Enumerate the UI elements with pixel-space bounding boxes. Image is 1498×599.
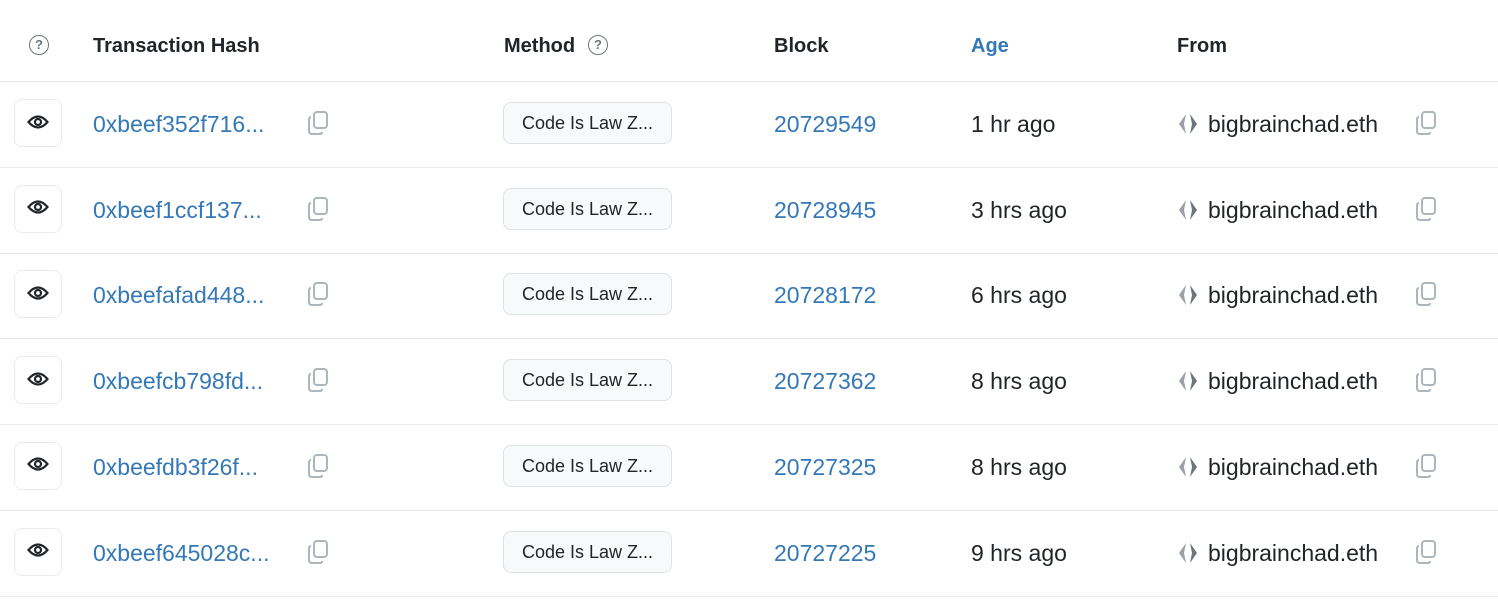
transaction-hash-link[interactable]: 0xbeefafad448... (93, 282, 265, 309)
view-details-button[interactable] (14, 99, 62, 147)
method-badge: Code Is Law Z... (503, 187, 672, 230)
block-link[interactable]: 20728945 (774, 196, 877, 223)
from-address-link[interactable]: bigbrainchad.eth (1208, 111, 1379, 137)
transaction-hash-link[interactable]: 0xbeef352f716... (93, 111, 265, 137)
eye-icon (27, 114, 49, 133)
view-details-button[interactable] (14, 184, 62, 233)
copy-icon[interactable] (306, 367, 330, 393)
transaction-hash-link[interactable]: 0xbeefdb3f26f... (93, 453, 258, 480)
column-method: Method (504, 35, 576, 57)
table-header: ? Transaction Hash Method ? Block Age Fr… (0, 0, 1498, 82)
table-row: 0xbeef352f716... Code Is Law Z... 20729549… (0, 82, 1498, 168)
view-details-button[interactable] (14, 356, 62, 405)
table-row: 0xbeefcb798fd... Code Is Law Z... 20727362… (0, 339, 1498, 426)
view-details-button[interactable] (14, 527, 62, 576)
block-link[interactable]: 20727325 (774, 453, 877, 480)
column-transaction-hash: Transaction Hash (93, 35, 260, 57)
from-address-link[interactable]: bigbrainchad.eth (1208, 539, 1379, 566)
ens-icon (1177, 541, 1199, 565)
age-text: 9 hrs ago (971, 539, 1067, 566)
column-from: From (1177, 35, 1227, 57)
column-age-toggle[interactable]: Age (971, 35, 1009, 57)
age-text: 8 hrs ago (971, 368, 1067, 395)
from-address-link[interactable]: bigbrainchad.eth (1208, 282, 1379, 309)
view-details-button[interactable] (14, 270, 62, 319)
copy-icon[interactable] (306, 453, 330, 479)
block-link[interactable]: 20729549 (774, 111, 877, 137)
copy-icon[interactable] (1414, 110, 1438, 136)
from-address-link[interactable]: bigbrainchad.eth (1208, 453, 1379, 480)
eye-icon (27, 542, 49, 561)
block-link[interactable]: 20727225 (774, 539, 877, 566)
ens-icon (1177, 198, 1199, 222)
age-text: 1 hr ago (971, 111, 1056, 137)
transaction-hash-link[interactable]: 0xbeef645028c... (93, 539, 270, 566)
method-badge: Code Is Law Z... (503, 273, 672, 316)
copy-icon[interactable] (306, 539, 330, 565)
method-info-icon[interactable]: ? (588, 35, 608, 55)
view-details-button[interactable] (14, 441, 62, 490)
question-circle-icon[interactable]: ? (29, 35, 49, 55)
copy-icon[interactable] (306, 110, 330, 136)
copy-icon[interactable] (1414, 196, 1438, 222)
eye-icon (27, 199, 49, 218)
age-text: 3 hrs ago (971, 196, 1067, 223)
eye-icon (27, 456, 49, 475)
eye-icon (27, 371, 49, 390)
ens-icon (1177, 283, 1199, 307)
method-badge: Code Is Law Z... (503, 530, 672, 573)
age-text: 8 hrs ago (971, 453, 1067, 480)
column-block: Block (774, 35, 829, 57)
from-address-link[interactable]: bigbrainchad.eth (1208, 368, 1379, 395)
table-row: 0xbeef645028c... Code Is Law Z... 20727225… (0, 511, 1498, 597)
copy-icon[interactable] (1414, 453, 1438, 479)
ens-icon (1177, 455, 1199, 479)
copy-icon[interactable] (306, 196, 330, 222)
method-badge: Code Is Law Z... (503, 444, 672, 487)
copy-icon[interactable] (1414, 281, 1438, 307)
transaction-hash-link[interactable]: 0xbeefcb798fd... (93, 368, 264, 395)
block-link[interactable]: 20728172 (774, 282, 877, 309)
copy-icon[interactable] (1414, 367, 1438, 393)
table-row: 0xbeefdb3f26f... Code Is Law Z... 20727325… (0, 425, 1498, 511)
table-row: 0xbeef1ccf137... Code Is Law Z... 20728945… (0, 168, 1498, 254)
table-row: 0xbeefafad448... Code Is Law Z... 20728172… (0, 253, 1498, 340)
ens-icon (1177, 369, 1199, 393)
copy-icon[interactable] (1414, 539, 1438, 565)
transaction-hash-link[interactable]: 0xbeef1ccf137... (93, 196, 262, 223)
age-text: 6 hrs ago (971, 282, 1067, 309)
block-link[interactable]: 20727362 (774, 368, 877, 395)
method-badge: Code Is Law Z... (503, 359, 672, 402)
from-address-link[interactable]: bigbrainchad.eth (1208, 196, 1379, 223)
method-badge: Code Is Law Z... (503, 102, 672, 144)
copy-icon[interactable] (306, 281, 330, 307)
eye-icon (27, 285, 49, 304)
ens-icon (1177, 112, 1199, 136)
